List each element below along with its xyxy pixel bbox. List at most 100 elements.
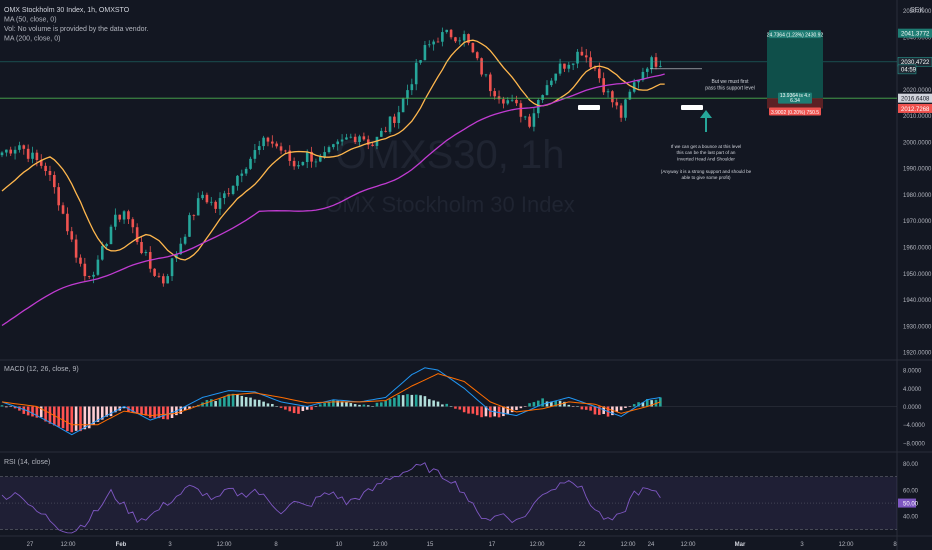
macd-pane[interactable]: [0, 367, 897, 436]
candle-body: [598, 68, 601, 79]
macd-histogram-bar: [423, 396, 427, 407]
candle-body: [310, 151, 313, 162]
price-tick-label: 2040.0000: [903, 35, 932, 41]
candle-body: [380, 130, 383, 137]
macd-histogram-bar: [140, 406, 143, 415]
candle-body: [266, 137, 270, 142]
macd-histogram-bar: [506, 406, 510, 415]
macd-histogram-bar: [310, 406, 313, 410]
macd-histogram-bar: [257, 399, 261, 407]
shoulder-marker: [578, 105, 600, 110]
macd-histogram-bar: [218, 398, 222, 407]
macd-histogram-bar: [410, 394, 414, 407]
candle-body: [9, 149, 13, 154]
macd-signal-line: [1, 373, 661, 426]
macd-histogram-bar: [297, 406, 300, 414]
macd-histogram-bar: [427, 399, 431, 407]
time-tick-label: 27: [27, 542, 34, 548]
macd-histogram-bar: [314, 406, 318, 407]
annotation-text: pass this support level: [705, 86, 754, 92]
macd-histogram-bar: [388, 399, 392, 407]
price-tick-label: 2050.0000: [903, 9, 932, 15]
time-axis[interactable]: 27 12:00 Feb 3 12:00 8 10 12:00 15 17 12:00 22 12:00…: [27, 542, 898, 548]
indicator-ma50-label[interactable]: MA (50, close, 0): [4, 17, 57, 24]
macd-histogram-bar: [240, 395, 244, 407]
macd-histogram-bar: [584, 406, 588, 410]
macd-histogram-bar: [554, 400, 558, 407]
candle-body: [61, 205, 65, 214]
candle-body: [327, 147, 331, 153]
macd-histogram-bar: [131, 406, 135, 413]
macd-histogram-bar: [83, 406, 87, 430]
candle-body: [279, 146, 283, 151]
macd-histogram-bar: [70, 406, 74, 433]
macd-histogram-bar: [550, 401, 553, 407]
macd-tick-label: −4.0000: [903, 423, 926, 429]
candle-body: [109, 226, 113, 245]
macd-histogram-bar: [262, 401, 265, 407]
time-tick-label: 3: [168, 542, 172, 548]
shoulder-marker: [681, 105, 703, 110]
indicator-ma200-label[interactable]: MA (200, close, 0): [4, 36, 60, 43]
price-label-bg: [898, 93, 932, 103]
time-tick-label: 12:00: [372, 542, 388, 548]
macd-histogram-bar: [244, 397, 248, 407]
macd-histogram-bar: [122, 406, 126, 409]
annotation-text: If we can get a bounce at this level: [671, 144, 741, 149]
macd-histogram-bar: [79, 406, 82, 432]
macd-histogram-bar: [615, 406, 619, 412]
position-target-zone: [767, 33, 823, 99]
macd-histogram-bar: [100, 406, 104, 420]
price-pane[interactable]: 24.7364 (1.23%) 2430.92 13.9364 is 4.r6.3…: [0, 27, 897, 327]
indicator-volume-label[interactable]: Vol: No volume is provided by the data v…: [4, 26, 148, 33]
macd-histogram-bar: [209, 399, 213, 407]
ma200-line: [1, 73, 665, 327]
candle-body: [231, 185, 235, 194]
candle-body: [441, 32, 444, 42]
candle-body: [523, 116, 527, 118]
macd-histogram-bar: [340, 401, 344, 407]
time-tick-label: 10: [336, 542, 343, 548]
macd-histogram-bar: [153, 406, 156, 418]
macd-histogram-bar: [624, 406, 627, 408]
macd-histogram-bar: [528, 403, 531, 407]
candle-body: [44, 165, 47, 172]
candle-body: [628, 91, 632, 100]
macd-histogram-bar: [419, 395, 422, 407]
candle-body: [275, 143, 278, 147]
candle-body: [515, 99, 518, 104]
candle-body: [502, 99, 505, 104]
rsi-tick-label: 40.00: [903, 515, 919, 521]
macd-histogram-bar: [327, 402, 331, 407]
watermark-symbol: OMXS30, 1h: [335, 133, 564, 177]
candle-body: [192, 215, 196, 216]
candle-body: [188, 215, 191, 237]
candle-body: [362, 136, 366, 140]
candle-body: [467, 34, 470, 43]
macd-histogram-bar: [571, 406, 575, 407]
macd-histogram-bar: [31, 406, 34, 417]
macd-histogram-bar: [183, 406, 187, 411]
candle-body: [48, 171, 52, 175]
price-label-level: 2016.6408: [901, 96, 930, 102]
position-risk-bg: [778, 92, 812, 104]
macd-histogram-bar: [13, 406, 17, 409]
price-axis[interactable]: 2050.00002040.00002030.00002020.00002010…: [897, 9, 932, 521]
candle-body: [201, 194, 204, 199]
macd-histogram-bar: [292, 406, 296, 414]
candle-body: [563, 63, 566, 69]
candle-body: [175, 254, 178, 259]
rsi-label[interactable]: RSI (14, close): [4, 459, 50, 466]
candle-body: [397, 112, 401, 123]
candle-body: [127, 211, 130, 220]
annotation-text: able to give some profit): [681, 175, 730, 180]
rsi-pane[interactable]: [0, 462, 897, 534]
macd-label[interactable]: MACD (12, 26, close, 9): [4, 366, 79, 373]
candle-body: [349, 136, 353, 138]
time-tick-label: Mar: [735, 542, 746, 548]
macd-histogram-bar: [567, 404, 571, 407]
time-tick-label: 8: [893, 542, 897, 548]
macd-histogram-bar: [9, 406, 13, 407]
time-tick-label: 15: [427, 542, 434, 548]
